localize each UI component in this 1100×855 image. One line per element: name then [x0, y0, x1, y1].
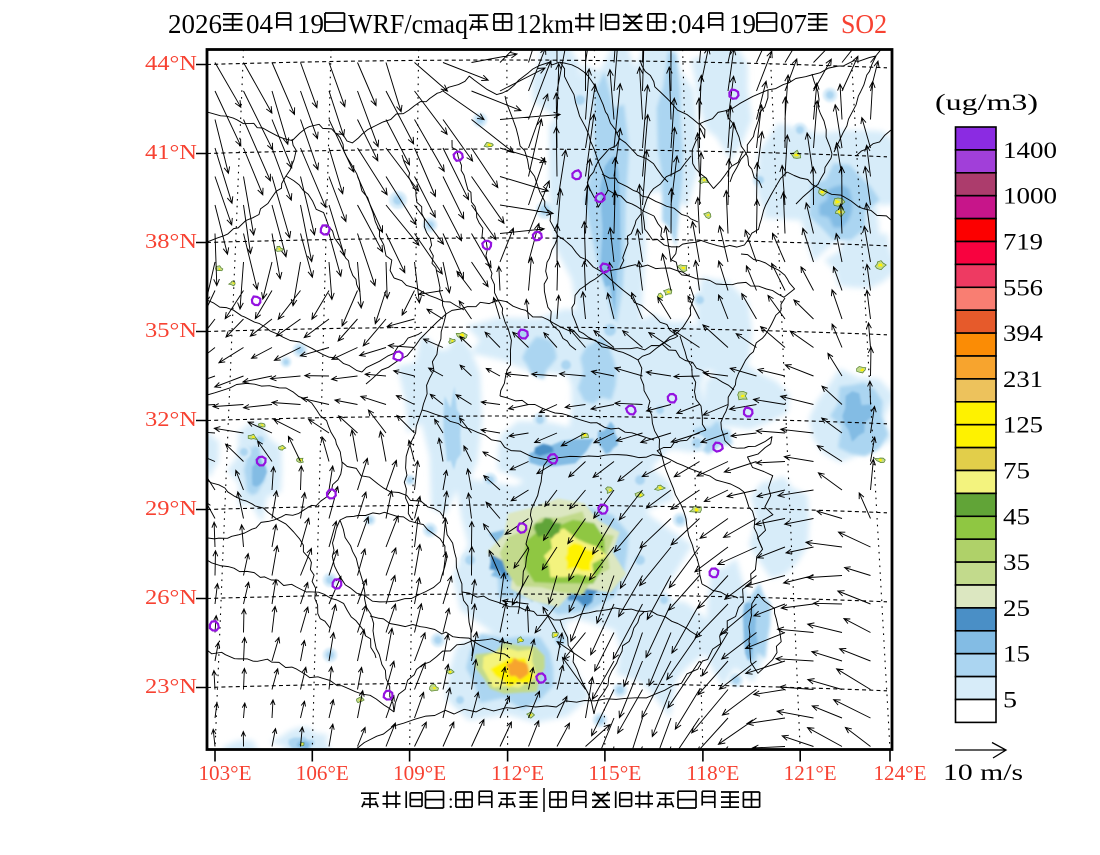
svg-text:556: 556	[1003, 275, 1043, 300]
svg-text:45: 45	[1003, 504, 1030, 529]
svg-text:118°E: 118°E	[686, 761, 739, 785]
svg-text:125: 125	[1003, 413, 1043, 438]
svg-text:44°N: 44°N	[145, 51, 197, 75]
svg-text:231: 231	[1003, 367, 1043, 392]
svg-text:32°N: 32°N	[145, 407, 197, 431]
svg-text:(ug/m3): (ug/m3)	[935, 90, 1038, 115]
svg-text:121°E: 121°E	[784, 761, 837, 785]
svg-text:35: 35	[1003, 550, 1030, 575]
svg-text:04: 04	[678, 9, 706, 39]
svg-text:1400: 1400	[1003, 138, 1057, 163]
svg-text:19: 19	[729, 9, 756, 39]
svg-text:124°E: 124°E	[874, 761, 927, 785]
svg-text:SO2: SO2	[841, 9, 887, 39]
svg-text:19: 19	[297, 9, 324, 39]
svg-text:41°N: 41°N	[145, 140, 197, 164]
svg-text:103°E: 103°E	[199, 761, 252, 785]
svg-text:29°N: 29°N	[145, 496, 197, 520]
svg-text:109°E: 109°E	[393, 761, 446, 785]
svg-text::: :	[448, 791, 454, 813]
svg-text:15: 15	[1003, 642, 1030, 667]
svg-text:WRF/cmaq: WRF/cmaq	[348, 9, 468, 39]
svg-text:12km: 12km	[516, 9, 574, 39]
svg-text:38°N: 38°N	[145, 229, 197, 253]
svg-text:35°N: 35°N	[145, 318, 197, 342]
svg-text:23°N: 23°N	[145, 674, 197, 698]
svg-text:2026: 2026	[168, 9, 222, 39]
svg-text:719: 719	[1003, 230, 1043, 255]
svg-text:112°E: 112°E	[491, 761, 544, 785]
svg-text:25: 25	[1003, 596, 1030, 621]
svg-text:106°E: 106°E	[296, 761, 349, 785]
svg-text:5: 5	[1003, 688, 1017, 713]
svg-text:1000: 1000	[1003, 184, 1057, 209]
svg-text::: :	[670, 9, 678, 39]
svg-text:394: 394	[1003, 321, 1044, 346]
svg-text:26°N: 26°N	[145, 585, 197, 609]
svg-text:07: 07	[780, 9, 807, 39]
svg-text:115°E: 115°E	[588, 761, 641, 785]
svg-text:04: 04	[246, 9, 274, 39]
svg-text:10 m/s: 10 m/s	[943, 760, 1023, 785]
svg-text:75: 75	[1003, 459, 1030, 484]
